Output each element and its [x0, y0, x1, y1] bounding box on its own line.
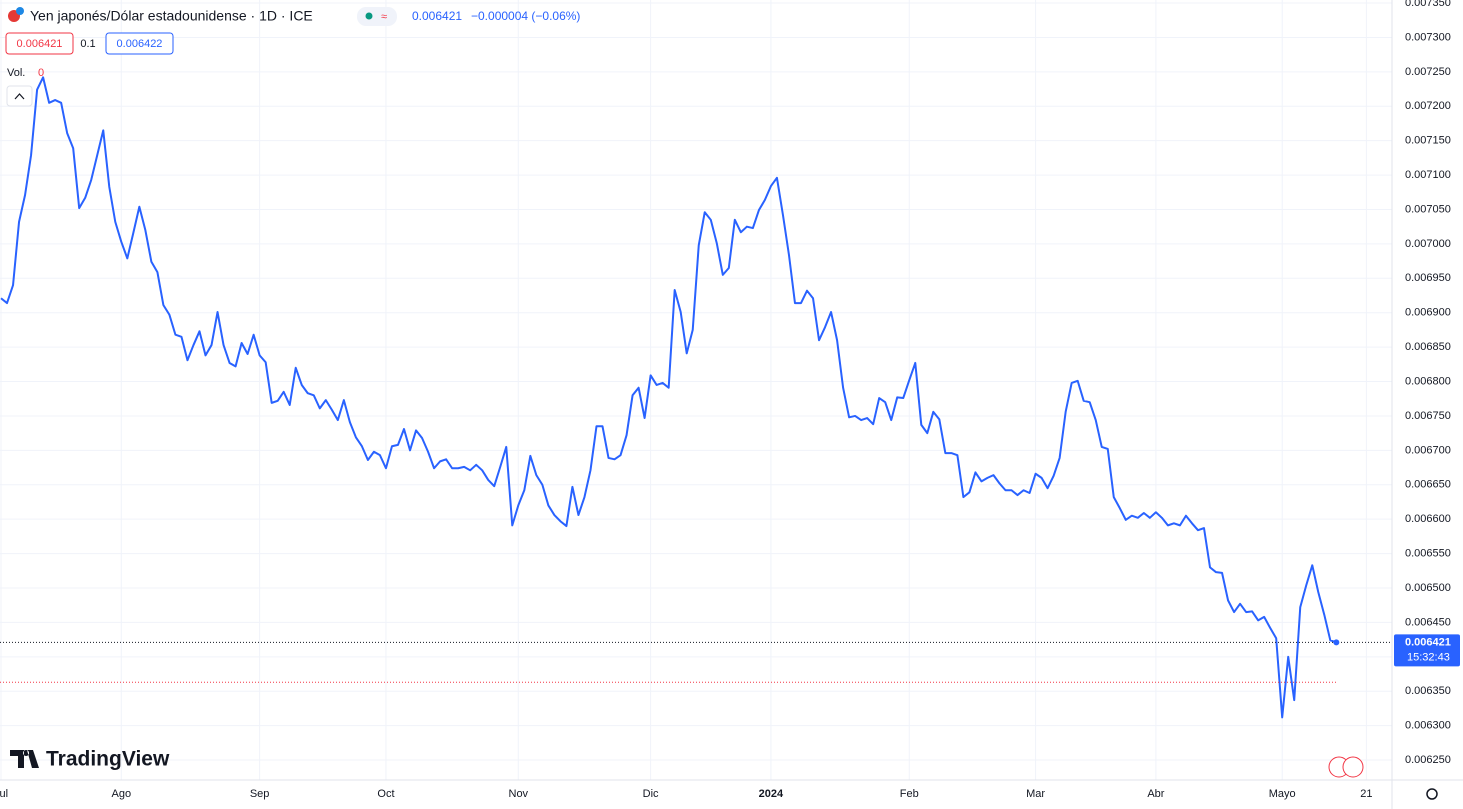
bid-price[interactable]: 0.006421 [17, 38, 63, 50]
price-line [0, 76, 1337, 719]
spread: 0.1 [80, 38, 95, 50]
last-point [1333, 639, 1340, 646]
y-tick-label: 0.006300 [1405, 720, 1451, 732]
y-tick-label: 0.006900 [1405, 307, 1451, 319]
logo-text: TradingView [46, 748, 170, 771]
logo-mark [10, 750, 39, 768]
x-tick-label: Oct [377, 788, 394, 800]
y-tick-label: 0.006750 [1405, 410, 1451, 422]
volume-label: Vol. [7, 67, 25, 79]
y-tick-label: 0.007050 [1405, 203, 1451, 215]
collapse-button[interactable] [6, 85, 33, 107]
y-tick-label: 0.006350 [1405, 685, 1451, 697]
x-tick-label: Sep [250, 788, 270, 800]
buy-button[interactable] [105, 32, 174, 55]
y-tick-label: 0.007350 [1405, 0, 1451, 9]
sell-button[interactable] [5, 32, 74, 55]
y-tick-label: 0.007100 [1405, 169, 1451, 181]
symbol-icon [16, 7, 24, 15]
y-tick-label: 0.006600 [1405, 513, 1451, 525]
x-tick-label: Feb [900, 788, 919, 800]
y-tick-label: 0.006650 [1405, 479, 1451, 491]
ask-price[interactable]: 0.006422 [117, 38, 163, 50]
price-change: −0.000004 (−0.06%) [471, 9, 580, 23]
y-tick-label: 0.007000 [1405, 238, 1451, 250]
last-price: 0.006421 [412, 9, 462, 23]
x-tick-label: Abr [1147, 788, 1164, 800]
y-tick-label: 0.006250 [1405, 754, 1451, 766]
x-tick-label: 2024 [759, 788, 784, 800]
y-tick-label: 0.006950 [1405, 272, 1451, 284]
countdown: 15:32:43 [1407, 651, 1450, 663]
x-tick-label: Jul [0, 788, 8, 800]
y-tick-label: 0.007150 [1405, 135, 1451, 147]
x-tick-label: Mayo [1269, 788, 1296, 800]
y-tick-label: 0.007200 [1405, 100, 1451, 112]
y-tick-label: 0.006850 [1405, 341, 1451, 353]
delayed-icon: ≈ [381, 11, 387, 23]
y-tick-label: 0.006500 [1405, 582, 1451, 594]
y-tick-label: 0.006450 [1405, 616, 1451, 628]
status-pill[interactable] [357, 7, 397, 26]
y-tick-label: 0.006550 [1405, 547, 1451, 559]
y-tick-label: 0.007300 [1405, 31, 1451, 43]
x-tick-label: Ago [112, 788, 132, 800]
x-tick-label: Mar [1026, 788, 1045, 800]
last-price-box [1394, 634, 1460, 667]
symbol-title: Yen japonés/Dólar estadounidense · 1D · … [30, 8, 313, 24]
y-tick-label: 0.007250 [1405, 66, 1451, 78]
flag-icon [1342, 756, 1364, 778]
y-tick-label: 0.006800 [1405, 375, 1451, 387]
last-price-label: 0.006421 [1405, 636, 1451, 648]
collapse-icon [14, 93, 25, 100]
x-tick-label: 21 [1360, 788, 1372, 800]
volume-value: 0 [38, 67, 44, 79]
settings-icon[interactable] [1426, 788, 1438, 800]
y-tick-label: 0.006700 [1405, 444, 1451, 456]
x-tick-label: Dic [643, 788, 659, 800]
market-status [365, 12, 373, 20]
x-tick-label: Nov [509, 788, 529, 800]
